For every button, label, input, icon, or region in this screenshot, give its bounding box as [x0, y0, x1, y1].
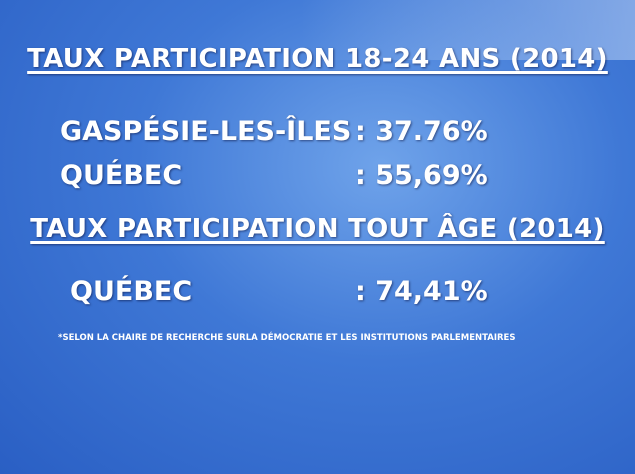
row-value: : 74,41%	[355, 276, 488, 307]
row-label: QUÉBEC	[60, 160, 183, 191]
background-glare	[300, 0, 635, 60]
row-label: GASPÉSIE-LES-ÎLES	[60, 116, 352, 147]
row-label: QUÉBEC	[70, 276, 193, 307]
section-title: TAUX PARTICIPATION TOUT ÂGE (2014)	[30, 214, 605, 244]
row-value: : 37.76%	[355, 116, 488, 147]
footnote: *SELON LA CHAIRE DE RECHERCHE SURLA DÉMO…	[58, 333, 516, 343]
section-title: TAUX PARTICIPATION 18-24 ANS (2014)	[27, 44, 608, 74]
row-value: : 55,69%	[355, 160, 488, 191]
